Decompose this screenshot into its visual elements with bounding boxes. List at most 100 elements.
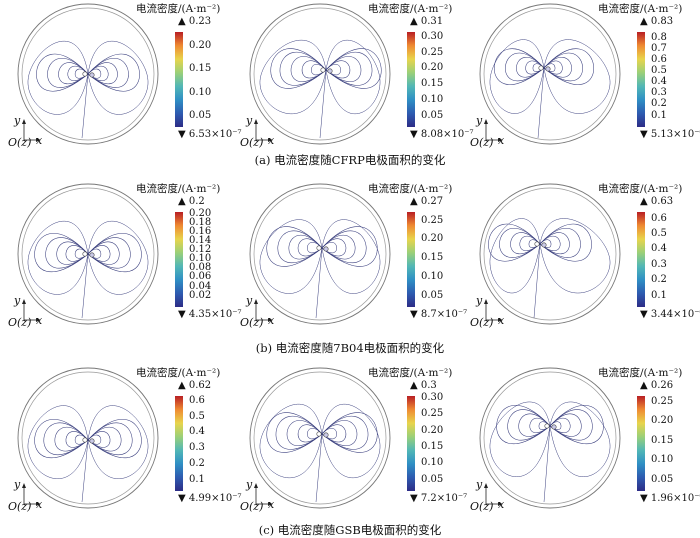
current-streamline bbox=[27, 405, 89, 480]
current-streamline bbox=[87, 405, 149, 480]
colorbar-min: ▼ 7.2×10⁻⁷ bbox=[410, 493, 468, 504]
outer-boundary bbox=[17, 183, 159, 325]
colorbar-tick: 0.25 bbox=[421, 46, 444, 58]
current-streamline bbox=[259, 403, 323, 479]
colorbar-tick: 0.15 bbox=[651, 434, 674, 446]
current-streamline bbox=[543, 57, 572, 78]
current-streamline bbox=[27, 40, 89, 115]
current-streamline bbox=[321, 226, 378, 267]
colorbar-min: ▼ 3.44×10⁻⁶ bbox=[640, 309, 700, 320]
current-streamline bbox=[74, 68, 89, 79]
current-streamline bbox=[315, 433, 323, 503]
colorbar bbox=[175, 32, 183, 127]
current-streamline bbox=[321, 234, 356, 260]
current-streamline bbox=[43, 422, 89, 455]
axis-x-label: x bbox=[268, 314, 275, 327]
axis-origin-label: O(z) bbox=[240, 500, 264, 513]
colorbar-tick: 0.20 bbox=[189, 208, 212, 219]
electrode-marker bbox=[82, 71, 88, 77]
current-streamline bbox=[270, 48, 327, 89]
current-streamline bbox=[275, 415, 323, 450]
outer-boundary bbox=[479, 367, 621, 509]
current-streamline bbox=[54, 426, 89, 452]
colorbar-unit-label: 电流密度/(A·m⁻²) bbox=[368, 367, 453, 379]
current-streamline bbox=[507, 409, 551, 441]
current-streamline bbox=[519, 235, 541, 251]
colorbar-min: ▼ 8.7×10⁻⁷ bbox=[410, 309, 468, 320]
current-streamline bbox=[325, 39, 381, 115]
colorbar-tick: 0.15 bbox=[189, 63, 212, 75]
colorbar-tick: 0.25 bbox=[421, 408, 444, 420]
colorbar bbox=[637, 32, 645, 127]
outer-boundary bbox=[479, 183, 621, 325]
colorbar-tick: 0.5 bbox=[651, 228, 667, 240]
colorbar bbox=[407, 396, 415, 491]
colorbar bbox=[175, 396, 183, 491]
electrode-marker bbox=[551, 424, 557, 430]
current-streamline bbox=[87, 40, 149, 115]
colorbar-max: ▲ 0.83 bbox=[640, 16, 674, 27]
colorbar-tick: 0.3 bbox=[189, 442, 205, 454]
current-streamline bbox=[87, 65, 109, 81]
panel-b2: y x O(z) 电流密度/(A·m⁻²) ▲ 0.27 ▼ 8.7×10⁻⁷ 0.25… bbox=[240, 182, 472, 332]
colorbar-min: ▼ 6.53×10⁻⁷ bbox=[178, 129, 242, 140]
colorbar-tick: 0.25 bbox=[651, 395, 674, 407]
colorbar-tick: 0.18 bbox=[189, 217, 212, 229]
axis-y-label: y bbox=[14, 294, 21, 307]
axis-y-label: y bbox=[246, 478, 253, 491]
current-streamline bbox=[259, 219, 323, 294]
colorbar-tick: 0.20 bbox=[651, 415, 674, 427]
current-streamline bbox=[36, 53, 89, 92]
current-streamline bbox=[81, 439, 89, 503]
current-streamline bbox=[74, 434, 89, 445]
current-streamline bbox=[321, 242, 337, 254]
axis-y-label: y bbox=[246, 294, 253, 307]
current-streamline bbox=[489, 401, 551, 477]
current-streamline bbox=[81, 253, 89, 319]
axis-indicator: y x O(z) bbox=[8, 478, 42, 513]
electrode-marker bbox=[545, 66, 551, 72]
inner-boundary bbox=[253, 7, 387, 141]
current-streamline bbox=[496, 405, 551, 445]
current-streamline bbox=[279, 51, 327, 86]
colorbar-tick: 0.30 bbox=[421, 30, 444, 42]
colorbar-tick: 0.05 bbox=[651, 473, 674, 485]
colorbar-tick: 0.3 bbox=[651, 258, 667, 270]
current-streamline bbox=[325, 48, 382, 89]
current-streamline bbox=[87, 245, 111, 262]
colorbar-tick: 0.1 bbox=[651, 109, 667, 121]
axis-origin-label: O(z) bbox=[470, 136, 494, 149]
axis-indicator: y x O(z) bbox=[240, 294, 275, 329]
colorbar-unit-label: 电流密度/(A·m⁻²) bbox=[368, 183, 453, 195]
axis-arrows bbox=[484, 299, 503, 322]
colorbar-max: ▲ 0.62 bbox=[178, 380, 212, 391]
axis-x-label: x bbox=[498, 314, 505, 327]
current-streamline bbox=[543, 60, 563, 75]
current-streamline bbox=[87, 233, 142, 273]
electrode-marker bbox=[316, 245, 322, 251]
axis-x-label: x bbox=[498, 134, 505, 147]
current-streamline bbox=[65, 245, 89, 262]
outer-boundary bbox=[17, 367, 159, 509]
current-streamline bbox=[311, 64, 327, 76]
axis-origin-label: O(z) bbox=[240, 136, 264, 149]
colorbar-unit-label: 电流密度/(A·m⁻²) bbox=[136, 183, 221, 195]
colorbar-tick: 0.20 bbox=[421, 233, 444, 245]
colorbar-tick: 0.1 bbox=[651, 289, 667, 301]
panel-c3: y x O(z) 电流密度/(A·m⁻²) ▲ 0.26 ▼ 1.96×10⁻⁶ 0.2… bbox=[470, 366, 700, 516]
current-streamline bbox=[266, 226, 323, 267]
streamline-plot bbox=[479, 183, 621, 325]
panel-c2: y x O(z) 电流密度/(A·m⁻²) ▲ 0.3 ▼ 7.2×10⁻⁷ 0.30 0… bbox=[240, 366, 472, 516]
current-streamline bbox=[494, 48, 545, 85]
colorbar-unit-label: 电流密度/(A·m⁻²) bbox=[136, 367, 221, 379]
current-streamline bbox=[529, 417, 551, 433]
colorbar-tick: 0.2 bbox=[651, 98, 667, 110]
current-streamline bbox=[65, 431, 89, 448]
axis-arrows bbox=[254, 483, 273, 506]
current-streamline bbox=[549, 405, 604, 445]
current-streamline bbox=[549, 417, 571, 433]
electrode-marker bbox=[82, 251, 88, 257]
colorbar-tick: 0.15 bbox=[421, 440, 444, 452]
axis-y-label: y bbox=[476, 114, 483, 127]
axis-arrows bbox=[254, 299, 273, 322]
